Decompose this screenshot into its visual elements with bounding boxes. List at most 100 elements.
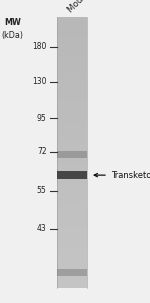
Bar xyxy=(57,275,87,276)
Bar xyxy=(57,119,87,120)
Bar xyxy=(57,120,87,121)
Bar xyxy=(57,193,87,194)
Bar xyxy=(57,106,87,107)
Bar xyxy=(57,273,87,274)
Bar xyxy=(57,80,87,81)
Bar xyxy=(57,188,87,189)
Bar xyxy=(57,77,87,78)
Bar xyxy=(57,45,87,46)
Bar xyxy=(57,51,87,52)
Bar xyxy=(57,111,87,112)
Bar xyxy=(57,183,87,184)
Bar xyxy=(57,223,87,224)
Bar xyxy=(57,178,87,179)
Bar xyxy=(57,208,87,209)
Bar xyxy=(57,85,87,86)
Bar xyxy=(57,211,87,212)
Bar xyxy=(57,182,87,183)
Bar xyxy=(57,147,87,148)
Bar xyxy=(57,40,87,41)
Bar xyxy=(57,29,87,30)
Bar xyxy=(57,126,87,127)
Bar xyxy=(57,197,87,198)
Bar xyxy=(57,285,87,286)
Bar xyxy=(57,249,87,250)
Bar xyxy=(57,128,87,129)
Bar xyxy=(57,167,87,168)
Bar xyxy=(57,243,87,244)
Bar xyxy=(57,216,87,217)
Bar xyxy=(57,199,87,200)
Bar xyxy=(57,50,87,51)
Bar xyxy=(57,144,87,145)
Bar xyxy=(57,246,87,247)
Bar xyxy=(57,242,87,243)
Bar xyxy=(57,104,87,105)
Text: 55: 55 xyxy=(37,186,46,195)
Bar xyxy=(57,61,87,62)
Bar xyxy=(57,54,87,55)
Bar xyxy=(57,123,87,124)
Bar xyxy=(57,237,87,238)
Bar xyxy=(57,286,87,287)
Bar xyxy=(57,180,87,181)
Bar xyxy=(57,260,87,261)
Bar xyxy=(57,88,87,89)
Bar xyxy=(57,268,87,269)
Bar xyxy=(57,165,87,166)
Bar xyxy=(57,226,87,227)
Bar xyxy=(57,277,87,278)
Bar xyxy=(57,266,87,267)
Bar xyxy=(57,220,87,221)
Bar xyxy=(57,173,87,174)
Bar xyxy=(57,234,87,235)
Bar xyxy=(57,185,87,186)
Bar xyxy=(57,252,87,253)
Bar xyxy=(57,135,87,136)
Bar xyxy=(57,30,87,31)
Bar xyxy=(57,279,87,280)
Bar xyxy=(57,131,87,132)
Bar xyxy=(57,136,87,137)
Bar xyxy=(57,83,87,84)
Bar xyxy=(57,276,87,277)
Bar xyxy=(57,33,87,34)
Bar xyxy=(57,263,87,264)
Bar xyxy=(57,21,87,22)
Bar xyxy=(57,232,87,233)
Bar xyxy=(57,240,87,241)
Bar xyxy=(57,101,87,102)
Bar xyxy=(57,63,87,64)
Bar xyxy=(57,257,87,258)
Bar xyxy=(57,72,87,73)
Text: 72: 72 xyxy=(37,147,46,156)
Bar xyxy=(57,53,87,54)
Bar xyxy=(57,64,87,65)
Bar xyxy=(57,209,87,210)
Bar xyxy=(57,95,87,96)
Bar xyxy=(57,176,87,177)
Bar xyxy=(57,113,87,114)
Bar xyxy=(57,160,87,161)
Bar xyxy=(57,281,87,282)
Bar xyxy=(57,116,87,117)
Bar xyxy=(57,35,87,36)
Bar xyxy=(57,41,87,42)
Bar xyxy=(57,55,87,56)
Bar xyxy=(57,98,87,99)
Bar xyxy=(57,205,87,206)
Bar xyxy=(57,225,87,226)
Bar xyxy=(57,224,87,225)
Bar xyxy=(57,169,87,170)
Bar xyxy=(57,151,87,158)
Bar xyxy=(57,71,87,72)
Bar xyxy=(57,248,87,249)
Text: 130: 130 xyxy=(32,77,46,86)
Bar xyxy=(57,84,87,85)
Bar xyxy=(57,152,87,153)
Bar xyxy=(57,235,87,236)
Bar xyxy=(57,228,87,229)
Bar xyxy=(57,269,87,276)
Bar xyxy=(57,271,87,272)
Bar xyxy=(57,34,87,35)
